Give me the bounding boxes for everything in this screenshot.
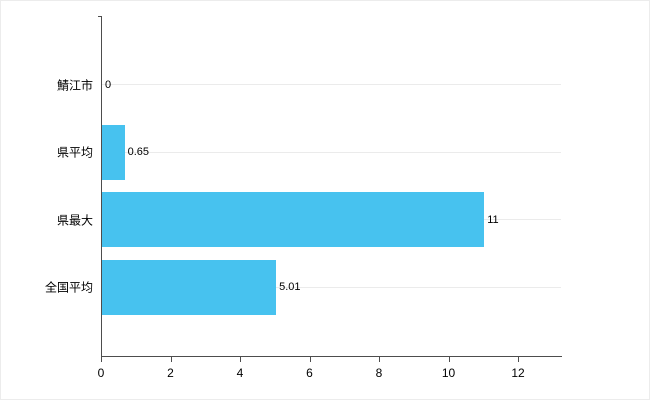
x-axis-tick-label: 2 xyxy=(167,366,174,380)
x-axis-tick-label: 6 xyxy=(306,366,313,380)
value-label: 0.65 xyxy=(127,146,149,159)
category-label: 県平均 xyxy=(56,145,93,160)
y-axis-top-tick xyxy=(98,16,102,17)
category-gridline xyxy=(101,286,561,288)
x-axis-tick xyxy=(518,357,519,362)
x-axis-tick-label: 12 xyxy=(511,366,525,380)
value-label: 0 xyxy=(105,78,112,91)
y-axis-line xyxy=(101,16,102,356)
x-axis-tick-label: 10 xyxy=(441,366,456,380)
category-label: 県最大 xyxy=(56,213,93,228)
category-label: 鯖江市 xyxy=(56,78,93,93)
x-axis-tick xyxy=(240,357,241,362)
x-axis-tick xyxy=(101,357,102,362)
x-axis-tick-label: 8 xyxy=(375,366,383,380)
x-axis-tick-label: 4 xyxy=(236,366,244,380)
value-label: 5.01 xyxy=(279,281,301,294)
category-label: 全国平均 xyxy=(44,280,93,295)
x-axis-tick xyxy=(448,357,450,362)
bar-県最大[interactable] xyxy=(102,192,485,248)
x-axis-tick xyxy=(309,357,311,362)
category-gridline xyxy=(101,84,561,86)
x-axis-line xyxy=(101,356,562,357)
value-label: 11 xyxy=(487,213,499,226)
category-gridline xyxy=(101,151,561,153)
x-axis-tick xyxy=(170,357,172,362)
bar-県平均[interactable] xyxy=(102,124,125,180)
x-axis-tick-label: 0 xyxy=(97,366,105,380)
bar-全国平均[interactable] xyxy=(102,259,277,315)
x-axis-tick xyxy=(379,357,380,362)
